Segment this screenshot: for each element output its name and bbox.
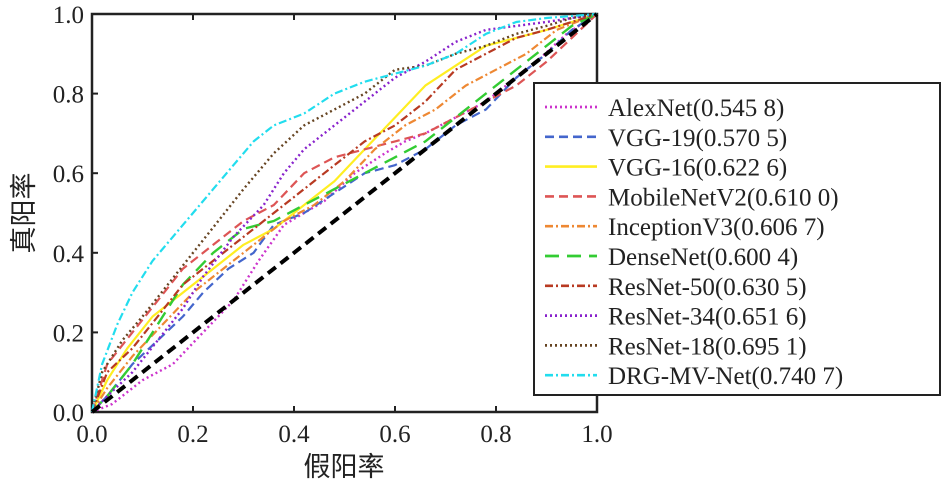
roc-curve-3 — [90, 13, 598, 413]
y-tick-label: 1.0 — [53, 2, 84, 29]
legend-label: VGG-19(0.570 5) — [608, 125, 787, 152]
plot-area: 0.0 0.2 0.4 0.6 0.8 1.0 0.0 0.2 0.4 0.6 0.8 1.0 — [53, 2, 613, 448]
legend-label: ResNet-34(0.651 6) — [608, 304, 807, 331]
random-reference-line — [90, 12, 599, 414]
x-tick-label: 1.0 — [581, 421, 612, 448]
x-axis: 0.0 0.2 0.4 0.6 0.8 1.0 — [76, 14, 613, 448]
x-tick-label: 0.2 — [177, 421, 208, 448]
roc-curve-9 — [90, 12, 598, 413]
y-axis-title: 真阳率 — [9, 173, 40, 254]
legend-label: DenseNet(0.600 4) — [608, 244, 798, 271]
y-tick-label: 0.6 — [53, 161, 84, 188]
roc-curve-5 — [91, 12, 598, 413]
legend: AlexNet(0.545 8) VGG-19(0.570 5) VGG-16(0.… — [533, 82, 941, 396]
legend-label: MobileNetV2(0.610 0) — [608, 184, 839, 211]
legend-label: AlexNet(0.545 8) — [608, 95, 784, 122]
legend-label: ResNet-50(0.630 5) — [608, 274, 807, 301]
y-tick-label: 0.2 — [53, 320, 84, 347]
roc-curve-2 — [91, 12, 598, 413]
legend-label: ResNet-18(0.695 1) — [608, 333, 807, 360]
x-tick-label: 0.6 — [379, 421, 410, 448]
y-tick-label: 0.4 — [53, 241, 85, 268]
roc-curve-1 — [91, 13, 598, 413]
y-tick-label: 0.8 — [53, 82, 84, 109]
x-tick-label: 0.0 — [76, 421, 107, 448]
legend-label: DRG-MV-Net(0.740 7) — [608, 363, 843, 390]
legend-label: VGG-16(0.622 6) — [608, 155, 787, 182]
legend-label: InceptionV3(0.606 7) — [608, 214, 825, 241]
x-axis-title: 假阳率 — [304, 452, 385, 483]
x-tick-label: 0.8 — [480, 421, 511, 448]
roc-curves — [90, 12, 599, 414]
roc-curve-0 — [91, 12, 598, 414]
roc-curve-6 — [90, 12, 598, 413]
y-tick-label: 0.0 — [53, 400, 84, 427]
legend-box — [533, 82, 941, 396]
roc-curve-8 — [90, 12, 598, 413]
x-tick-label: 0.4 — [278, 421, 310, 448]
